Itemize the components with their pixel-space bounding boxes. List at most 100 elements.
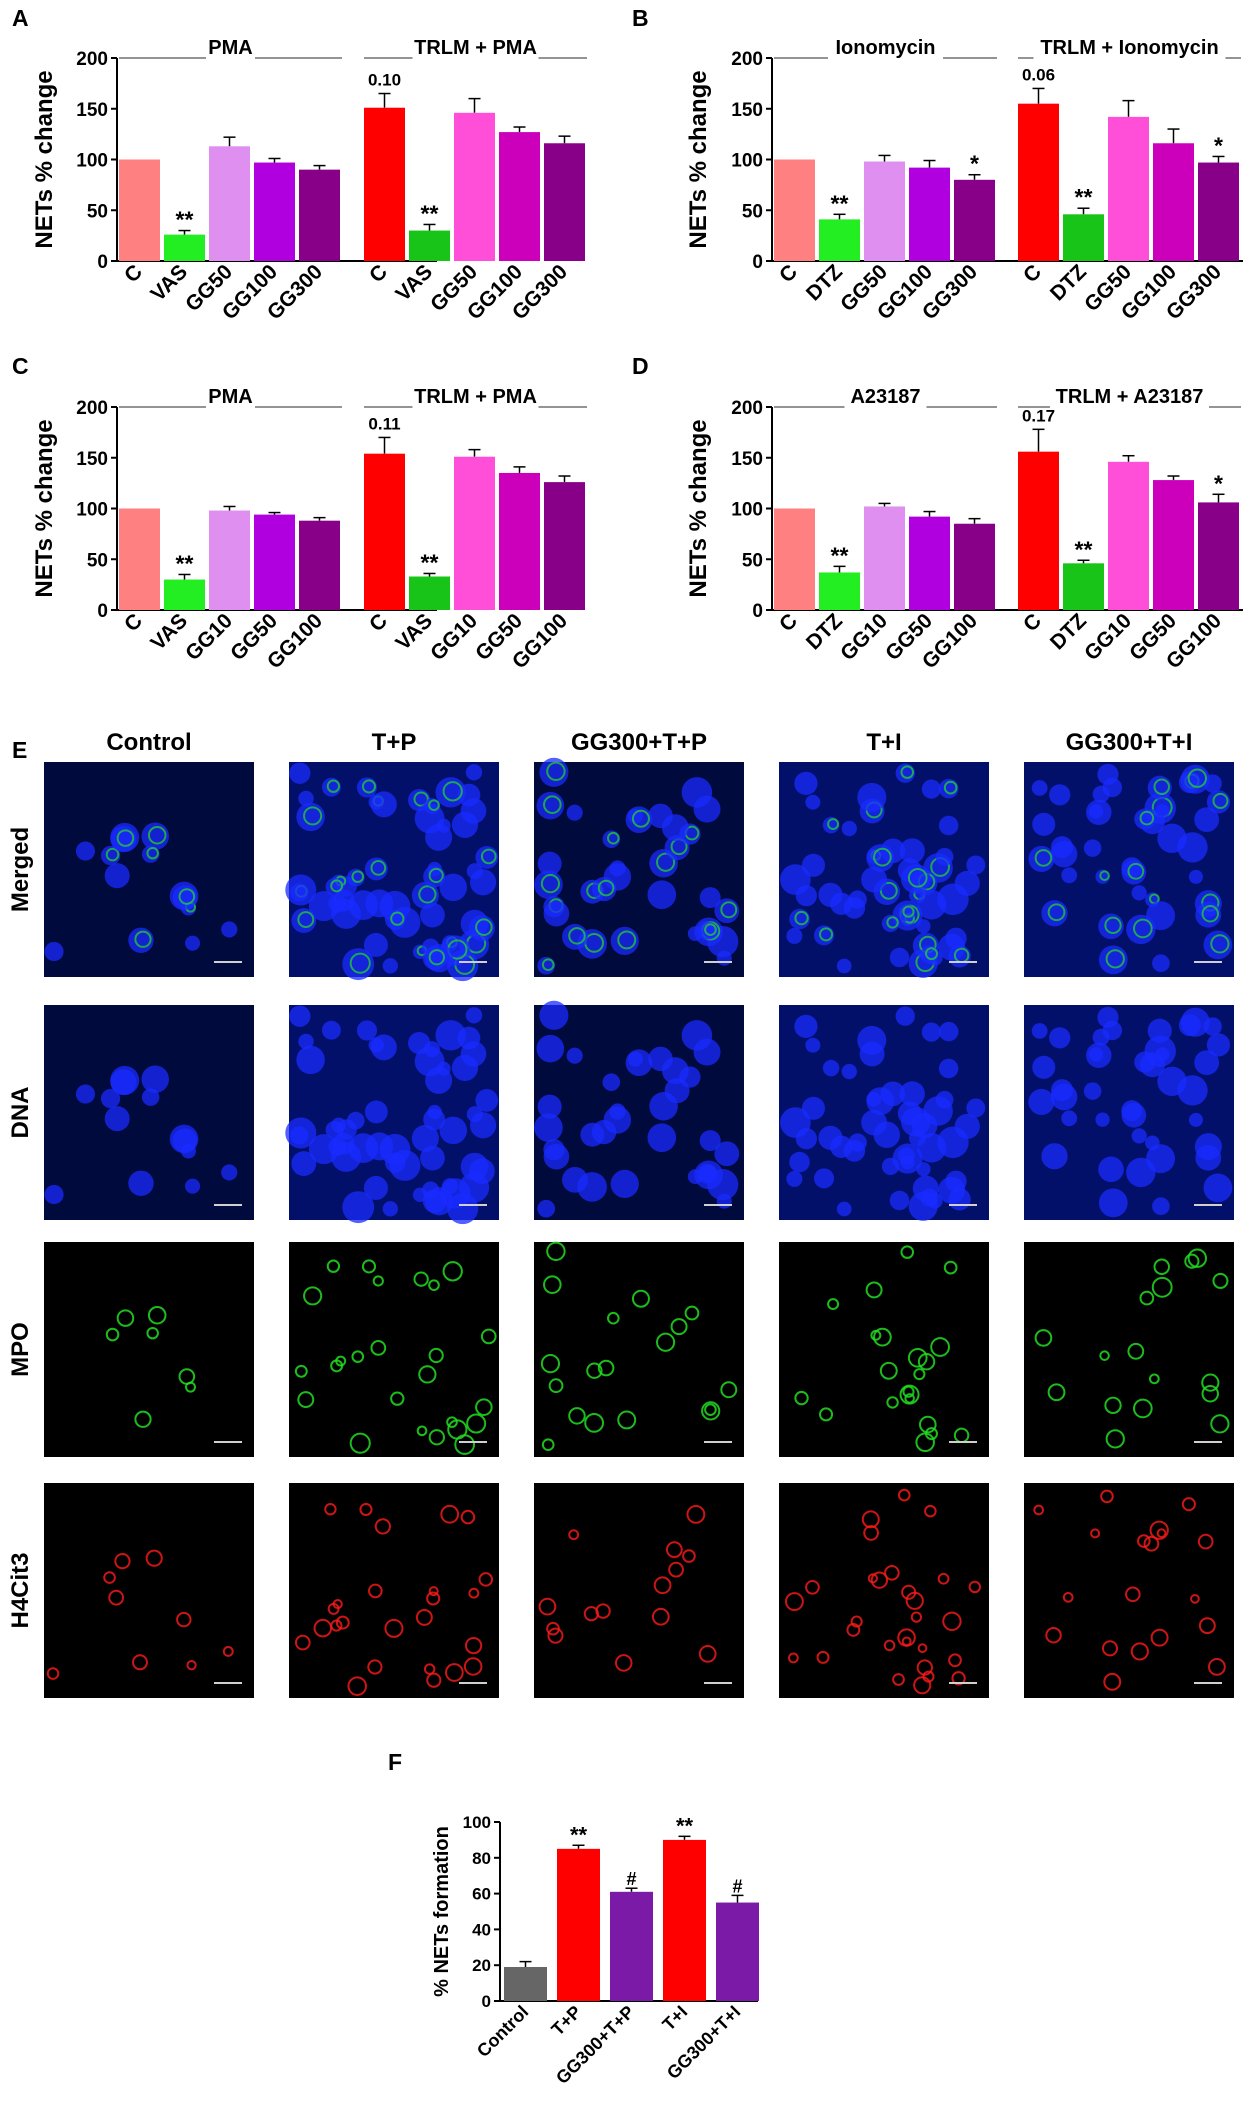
mpo-signal bbox=[105, 1327, 120, 1342]
bar bbox=[716, 1902, 759, 2001]
nucleus bbox=[289, 762, 311, 784]
y-axis-label: NETs % change bbox=[685, 419, 712, 597]
nucleus bbox=[468, 1158, 495, 1185]
y-axis-label: NETs % change bbox=[685, 70, 712, 248]
nucleus bbox=[363, 1175, 388, 1200]
nucleus bbox=[348, 1133, 379, 1164]
nucleus bbox=[1188, 1112, 1203, 1127]
nucleus bbox=[841, 820, 857, 837]
bar bbox=[1063, 563, 1104, 610]
micrograph-mpo-5 bbox=[1024, 1242, 1234, 1457]
nucleus bbox=[935, 1090, 954, 1109]
micrograph-mpo-4 bbox=[779, 1242, 989, 1457]
micrograph-background bbox=[1024, 1483, 1234, 1698]
nucleus bbox=[921, 779, 941, 799]
column-label: T+I bbox=[866, 729, 901, 756]
y-axis-label: % NETs formation bbox=[431, 1826, 453, 1997]
nucleus bbox=[699, 1130, 721, 1152]
significance-label: ** bbox=[1075, 184, 1093, 210]
nucleus bbox=[296, 1045, 325, 1075]
bar bbox=[209, 510, 250, 610]
mpo-signal bbox=[943, 1260, 958, 1275]
y-tick-label: 100 bbox=[463, 1813, 491, 1832]
h4cit3-signal bbox=[913, 1676, 932, 1695]
group-title: TRLM + PMA bbox=[414, 386, 537, 408]
bar bbox=[164, 234, 205, 261]
bar bbox=[209, 146, 250, 261]
mpo-signal bbox=[607, 1311, 620, 1325]
nucleus bbox=[1028, 1088, 1055, 1115]
y-tick-label: 50 bbox=[87, 550, 108, 571]
nucleus bbox=[363, 932, 388, 957]
group-title: TRLM + PMA bbox=[414, 37, 537, 59]
mpo-signal bbox=[361, 1259, 377, 1274]
nucleus bbox=[786, 927, 803, 944]
x-tick-label: C bbox=[365, 609, 392, 636]
mpo-signal bbox=[794, 910, 809, 926]
bar bbox=[299, 169, 340, 261]
h4cit3-signal bbox=[682, 1549, 696, 1563]
y-tick-label: 50 bbox=[742, 201, 763, 222]
bar bbox=[454, 112, 495, 261]
mpo-signal bbox=[1099, 870, 1110, 881]
nucleus bbox=[385, 1152, 406, 1173]
h4cit3-signal bbox=[884, 1565, 900, 1581]
nucleus bbox=[370, 1034, 397, 1061]
mpo-signal bbox=[1153, 1258, 1170, 1275]
mpo-signal bbox=[827, 1298, 840, 1311]
group-title-gap bbox=[412, 403, 539, 411]
nucleus bbox=[382, 1201, 398, 1217]
h4cit3-signal bbox=[787, 1652, 799, 1664]
y-tick-label: 0 bbox=[97, 252, 108, 273]
mpo-signal bbox=[704, 1403, 717, 1416]
row-label: DNA bbox=[7, 1087, 34, 1139]
h4cit3-signal bbox=[651, 1607, 670, 1626]
nucleus bbox=[422, 1189, 447, 1214]
x-tick-label: C bbox=[1019, 609, 1046, 636]
bar bbox=[1153, 143, 1194, 261]
micrograph-merged-5 bbox=[1024, 762, 1234, 977]
scale-bar bbox=[214, 1204, 242, 1206]
mpo-signal bbox=[701, 1401, 721, 1421]
y-tick-label: 150 bbox=[731, 449, 763, 470]
nucleus bbox=[298, 790, 314, 807]
nucleus bbox=[44, 941, 64, 962]
chart-f: % NETs formation020406080100Control**T+P… bbox=[431, 1813, 759, 2088]
bar bbox=[610, 1891, 653, 2001]
scale-bar bbox=[704, 961, 732, 963]
h4cit3-signal bbox=[464, 1636, 483, 1655]
mpo-signal bbox=[480, 1328, 497, 1345]
mpo-signal bbox=[1151, 1276, 1173, 1298]
nucleus bbox=[805, 794, 821, 810]
nucleus bbox=[348, 890, 379, 921]
nucleus bbox=[841, 1063, 857, 1080]
mpo-signal bbox=[548, 1378, 564, 1394]
h4cit3-signal bbox=[1143, 1535, 1160, 1552]
mpo-signal bbox=[178, 1368, 196, 1385]
h4cit3-signal bbox=[686, 1505, 706, 1524]
nucleus bbox=[346, 1111, 365, 1130]
mpo-signal bbox=[1127, 1342, 1145, 1360]
bar bbox=[364, 107, 405, 261]
mpo-signal bbox=[330, 1359, 344, 1373]
nucleus bbox=[881, 1157, 900, 1176]
column-label: T+P bbox=[372, 729, 417, 756]
nucleus bbox=[1032, 812, 1056, 836]
bar bbox=[164, 579, 205, 610]
mpo-signal bbox=[568, 927, 586, 945]
h4cit3-signal bbox=[330, 1619, 343, 1632]
nucleus bbox=[889, 947, 910, 968]
mpo-signal bbox=[480, 848, 497, 865]
micrograph-h4cit3-4 bbox=[779, 1483, 989, 1698]
h4cit3-signal bbox=[1090, 1528, 1101, 1539]
h4cit3-signal bbox=[1137, 1534, 1151, 1548]
bar bbox=[1018, 451, 1059, 610]
mpo-signal bbox=[607, 831, 620, 845]
nucleus bbox=[451, 1054, 479, 1081]
h4cit3-signal bbox=[460, 1509, 476, 1525]
h4cit3-signal bbox=[186, 1660, 197, 1671]
mpo-signal bbox=[879, 1361, 898, 1380]
nucleus bbox=[1050, 1079, 1074, 1102]
mpo-signal bbox=[1210, 1414, 1230, 1434]
